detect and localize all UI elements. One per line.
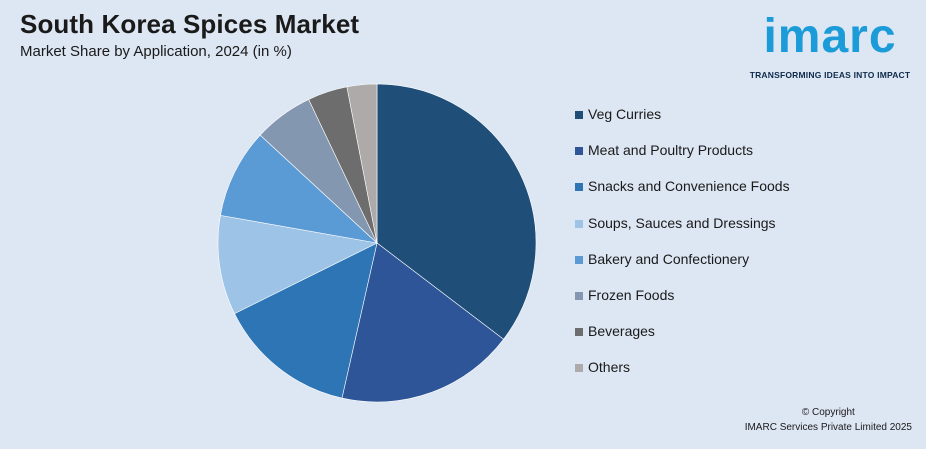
legend-label: Bakery and Confectionery bbox=[588, 250, 750, 267]
legend-swatch bbox=[575, 147, 583, 156]
legend-label: Beverages bbox=[588, 323, 655, 340]
pie-slice-soups-sauces-and-dressings bbox=[217, 215, 378, 315]
pie-slice-snacks-and-convenience-foods bbox=[234, 242, 378, 399]
logo-tagline: TRANSFORMING IDEAS INTO IMPACT bbox=[749, 70, 911, 80]
legend-label: Others bbox=[588, 359, 631, 376]
legend-swatch bbox=[575, 255, 583, 264]
pie-slice-veg-curries bbox=[376, 83, 537, 340]
pie-slice-others bbox=[346, 83, 378, 244]
copyright-line-2: IMARC Services Private Limited 2025 bbox=[744, 422, 912, 433]
legend-swatch bbox=[575, 111, 583, 119]
legend-label: Frozen Foods bbox=[588, 287, 675, 303]
legend-swatch bbox=[575, 328, 583, 337]
legend-label: Veg Curries bbox=[588, 106, 662, 122]
pie-slice-bakery-and-confectionery bbox=[220, 134, 378, 244]
legend-swatch bbox=[575, 364, 583, 373]
legend-label: Meat and Poultry Products bbox=[588, 142, 753, 159]
legend-label: Soups, Sauces and Dressings bbox=[588, 214, 776, 231]
logo-wordmark: imarc bbox=[763, 10, 897, 63]
imarc-logo: imarc TRANSFORMING IDEAS INTO IMPACT bbox=[738, 6, 922, 84]
legend-swatch bbox=[575, 292, 583, 300]
copyright-line-1: © Copyright bbox=[801, 407, 855, 418]
chart-title: South Korea Spices Market bbox=[20, 9, 360, 39]
legend-swatch bbox=[575, 219, 583, 228]
legend-swatch bbox=[575, 183, 583, 192]
legend-label: Snacks and Convenience Foods bbox=[588, 178, 790, 195]
pie-slice-meat-and-poultry-products bbox=[341, 242, 504, 403]
copyright-notice: © Copyright IMARC Services Private Limit… bbox=[745, 405, 912, 435]
chart-subtitle: Market Share by Application, 2024 (in %) bbox=[20, 43, 292, 60]
